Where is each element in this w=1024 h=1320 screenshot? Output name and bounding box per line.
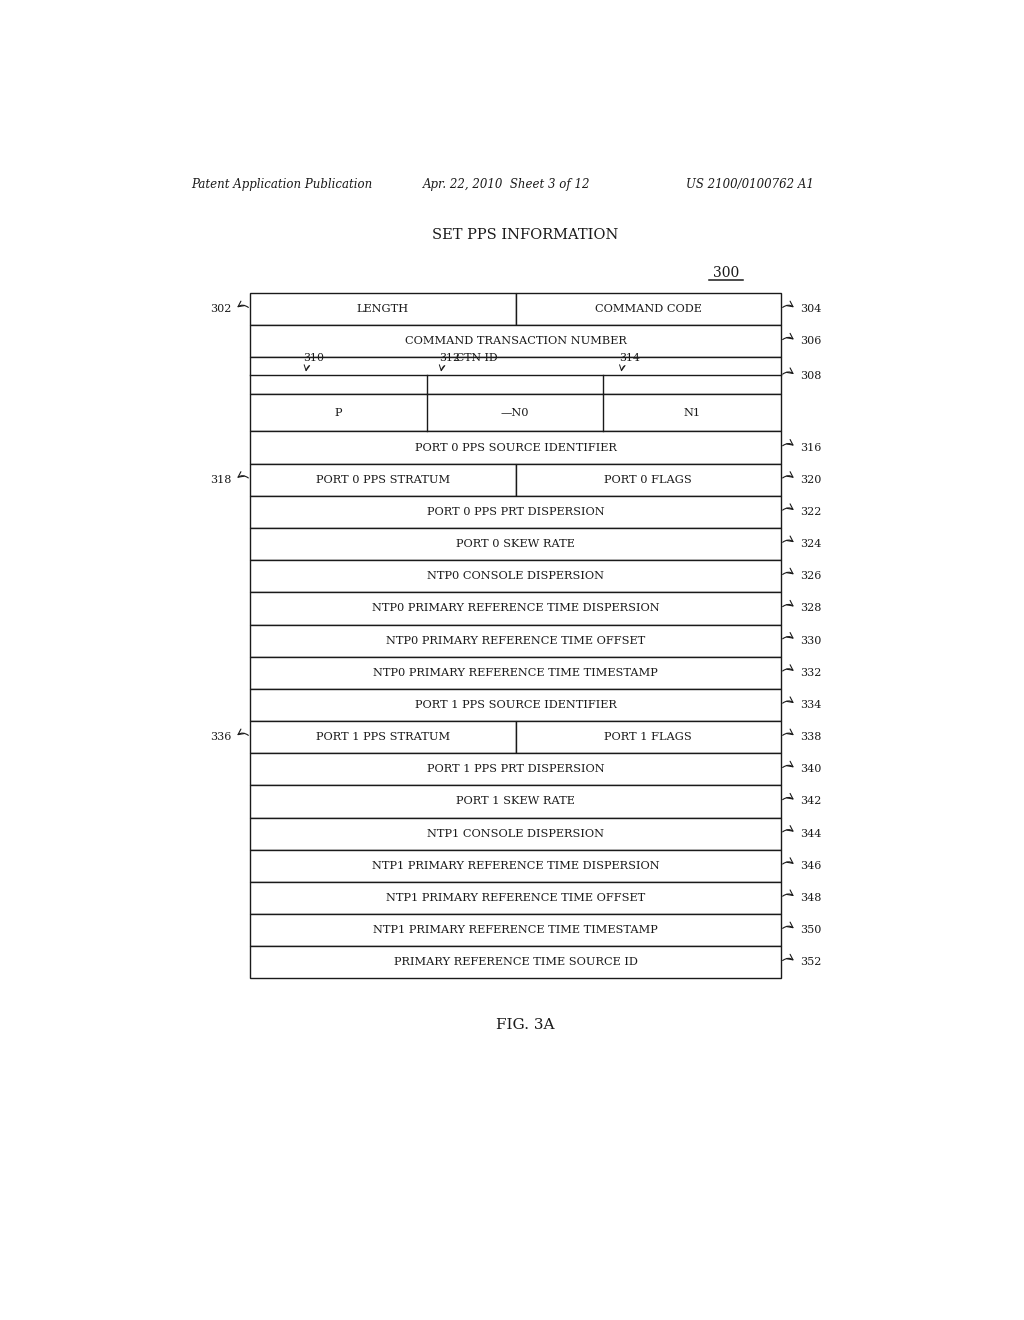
Text: NTP0 PRIMARY REFERENCE TIME TIMESTAMP: NTP0 PRIMARY REFERENCE TIME TIMESTAMP (373, 668, 657, 677)
Text: COMMAND TRANSACTION NUMBER: COMMAND TRANSACTION NUMBER (404, 337, 627, 346)
Text: COMMAND CODE: COMMAND CODE (595, 304, 701, 314)
Text: NTP0 CONSOLE DISPERSION: NTP0 CONSOLE DISPERSION (427, 572, 604, 581)
Text: NTP1 PRIMARY REFERENCE TIME DISPERSION: NTP1 PRIMARY REFERENCE TIME DISPERSION (372, 861, 659, 871)
Text: 336: 336 (210, 733, 231, 742)
Text: PORT 1 PPS PRT DISPERSION: PORT 1 PPS PRT DISPERSION (427, 764, 604, 775)
Bar (251, 325, 780, 358)
Text: PORT 1 PPS STRATUM: PORT 1 PPS STRATUM (316, 733, 450, 742)
Bar (251, 358, 780, 395)
Text: 304: 304 (800, 304, 821, 314)
Text: 344: 344 (800, 829, 821, 838)
Bar (515, 463, 780, 496)
Text: Apr. 22, 2010  Sheet 3 of 12: Apr. 22, 2010 Sheet 3 of 12 (423, 178, 590, 190)
Text: N1: N1 (683, 408, 700, 418)
Text: 348: 348 (800, 894, 821, 903)
Text: PORT 0 FLAGS: PORT 0 FLAGS (604, 475, 692, 484)
Text: 326: 326 (800, 572, 821, 581)
Bar (251, 915, 780, 946)
Text: 314: 314 (618, 354, 640, 363)
Text: NTP1 PRIMARY REFERENCE TIME OFFSET: NTP1 PRIMARY REFERENCE TIME OFFSET (386, 894, 645, 903)
Bar (251, 293, 515, 325)
Text: 322: 322 (800, 507, 821, 517)
Bar (251, 657, 780, 689)
Bar (515, 721, 780, 754)
Text: 320: 320 (800, 475, 821, 484)
Bar (251, 817, 780, 850)
Text: 338: 338 (800, 733, 821, 742)
Text: 342: 342 (800, 796, 821, 807)
Text: US 2100/0100762 A1: US 2100/0100762 A1 (686, 178, 814, 190)
Text: NTP1 PRIMARY REFERENCE TIME TIMESTAMP: NTP1 PRIMARY REFERENCE TIME TIMESTAMP (373, 925, 657, 935)
Text: 340: 340 (800, 764, 821, 775)
Text: PORT 1 SKEW RATE: PORT 1 SKEW RATE (456, 796, 574, 807)
Text: PRIMARY REFERENCE TIME SOURCE ID: PRIMARY REFERENCE TIME SOURCE ID (393, 957, 637, 968)
Bar (251, 528, 780, 560)
Bar (251, 689, 780, 721)
Bar (251, 721, 515, 754)
Text: 312: 312 (438, 354, 460, 363)
Bar (251, 463, 515, 496)
Text: 306: 306 (800, 337, 821, 346)
Text: 316: 316 (800, 442, 821, 453)
Text: 302: 302 (210, 304, 231, 314)
Text: NTP0 PRIMARY REFERENCE TIME OFFSET: NTP0 PRIMARY REFERENCE TIME OFFSET (386, 636, 645, 645)
Text: PORT 0 SKEW RATE: PORT 0 SKEW RATE (456, 539, 574, 549)
Bar (251, 850, 780, 882)
Text: NTP0 PRIMARY REFERENCE TIME DISPERSION: NTP0 PRIMARY REFERENCE TIME DISPERSION (372, 603, 659, 614)
Text: PORT 0 PPS PRT DISPERSION: PORT 0 PPS PRT DISPERSION (427, 507, 604, 517)
Bar (251, 785, 780, 817)
Bar (515, 293, 780, 325)
Text: —N0: —N0 (501, 408, 529, 418)
Text: 350: 350 (800, 925, 821, 935)
Text: LENGTH: LENGTH (357, 304, 409, 314)
Bar (251, 946, 780, 978)
Text: 328: 328 (800, 603, 821, 614)
Bar (251, 593, 780, 624)
Text: 300: 300 (713, 267, 739, 280)
Text: P: P (335, 408, 342, 418)
Text: 352: 352 (800, 957, 821, 968)
Text: 318: 318 (210, 475, 231, 484)
Text: 310: 310 (303, 354, 325, 363)
Text: FIG. 3A: FIG. 3A (496, 1018, 554, 1032)
Text: PORT 1 FLAGS: PORT 1 FLAGS (604, 733, 692, 742)
Text: 332: 332 (800, 668, 821, 677)
Text: 334: 334 (800, 700, 821, 710)
Text: 324: 324 (800, 539, 821, 549)
Text: PORT 0 PPS STRATUM: PORT 0 PPS STRATUM (316, 475, 450, 484)
Text: 330: 330 (800, 636, 821, 645)
Text: PORT 0 PPS SOURCE IDENTIFIER: PORT 0 PPS SOURCE IDENTIFIER (415, 442, 616, 453)
Text: NTP1 CONSOLE DISPERSION: NTP1 CONSOLE DISPERSION (427, 829, 604, 838)
Bar (251, 754, 780, 785)
Text: Patent Application Publication: Patent Application Publication (191, 178, 373, 190)
Bar (251, 395, 780, 432)
Text: 346: 346 (800, 861, 821, 871)
Bar (251, 882, 780, 915)
Text: CTN ID: CTN ID (456, 354, 498, 363)
Text: 308: 308 (800, 371, 821, 381)
Bar (251, 560, 780, 593)
Bar (251, 624, 780, 657)
Bar (251, 496, 780, 528)
Text: PORT 1 PPS SOURCE IDENTIFIER: PORT 1 PPS SOURCE IDENTIFIER (415, 700, 616, 710)
Text: SET PPS INFORMATION: SET PPS INFORMATION (431, 227, 618, 242)
Bar (251, 432, 780, 463)
